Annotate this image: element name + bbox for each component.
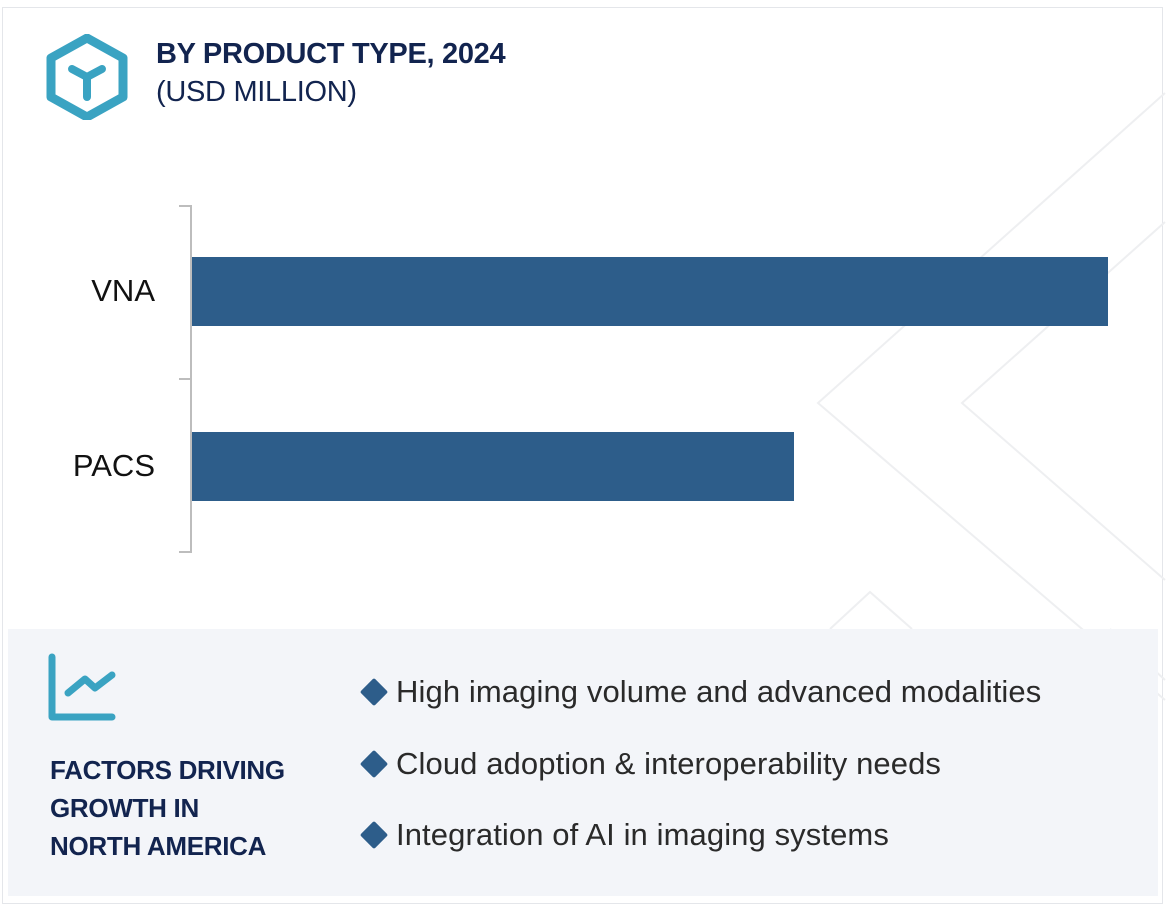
factor-item-text: High imaging volume and advanced modalit… xyxy=(396,674,1042,709)
trend-chart-icon xyxy=(48,653,116,721)
y-axis xyxy=(190,205,192,553)
y-axis-tick xyxy=(179,551,191,553)
y-axis-tick xyxy=(179,378,191,380)
category-label-vna: VNA xyxy=(91,273,155,308)
y-axis-tick xyxy=(179,205,191,207)
factor-item: Cloud adoption & interoperability needs xyxy=(359,746,942,782)
factor-item-text: Cloud adoption & interoperability needs xyxy=(396,746,942,781)
factor-item: Integration of AI in imaging systems xyxy=(359,817,889,853)
diamond-bullet-icon xyxy=(359,820,389,850)
bar-vna xyxy=(192,257,1108,326)
factors-title: FACTORS DRIVING GROWTH IN NORTH AMERICA xyxy=(50,751,285,865)
diamond-bullet-icon xyxy=(359,749,389,779)
factor-item-text: Integration of AI in imaging systems xyxy=(396,817,889,852)
factors-panel xyxy=(8,629,1158,896)
chart-title: BY PRODUCT TYPE, 2024 xyxy=(156,38,506,70)
factors-title-line: NORTH AMERICA xyxy=(50,831,267,861)
factor-item: High imaging volume and advanced modalit… xyxy=(359,674,1042,710)
factors-title-line: GROWTH IN xyxy=(50,793,199,823)
category-label-pacs: PACS xyxy=(72,448,155,483)
factors-title-line: FACTORS DRIVING xyxy=(50,755,285,785)
chart-subtitle: (USD MILLION) xyxy=(156,76,357,108)
diamond-bullet-icon xyxy=(359,677,389,707)
bar-pacs xyxy=(192,432,794,501)
cube-icon xyxy=(46,34,128,120)
